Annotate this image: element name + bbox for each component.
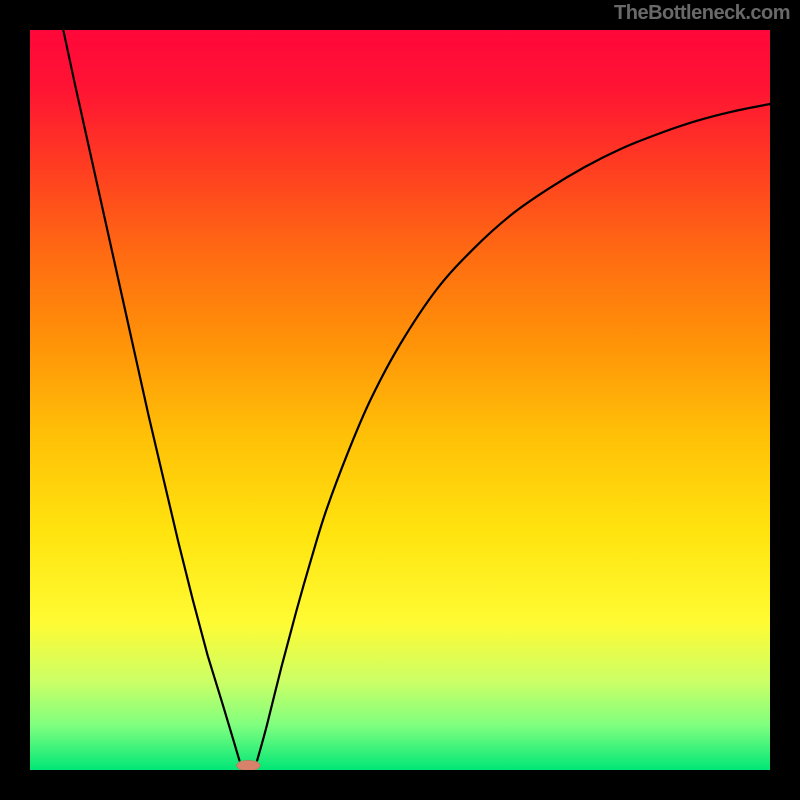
chart-container: TheBottleneck.com: [0, 0, 800, 800]
bottleneck-chart: [0, 0, 800, 800]
optimum-marker: [236, 760, 260, 770]
plot-background: [30, 30, 770, 770]
watermark-text: TheBottleneck.com: [614, 2, 790, 25]
